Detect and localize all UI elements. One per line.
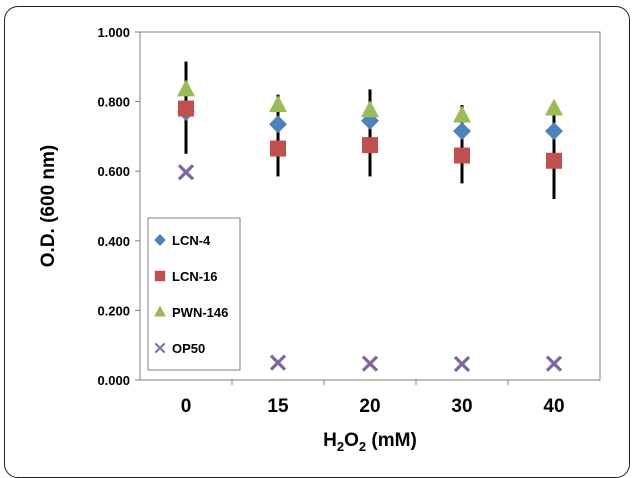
point-lcn-4	[453, 122, 471, 141]
point-pwn-146	[361, 100, 379, 118]
point-lcn-16	[270, 140, 286, 157]
point-pwn-146	[453, 105, 471, 123]
x-tick-label: 40	[543, 396, 564, 417]
point-pwn-146	[269, 95, 287, 113]
point-op50	[453, 355, 471, 373]
point-op50	[361, 355, 379, 372]
legend-entry-lcn-16: LCN-16	[154, 269, 218, 284]
legend-marker-lcn-4	[154, 234, 166, 246]
x-tick-label: 30	[451, 396, 472, 417]
point-lcn-16	[546, 152, 562, 169]
x-tick-label: 0	[181, 396, 192, 417]
point-lcn-16	[178, 100, 194, 117]
point-lcn-4	[269, 115, 287, 134]
legend-marker-op50	[154, 342, 166, 354]
x-tick-label: 15	[267, 396, 289, 417]
legend: LCN-4 LCN-16 PWN-146 OP50	[147, 217, 241, 371]
legend-entry-lcn-4: LCN-4	[154, 233, 211, 248]
point-op50	[545, 355, 563, 372]
legend-label: PWN-146	[172, 305, 228, 320]
legend-label: OP50	[172, 341, 205, 356]
y-axis: 0.000 0.200 0.400 0.600 0.800 1.000	[97, 25, 140, 388]
point-lcn-16	[362, 137, 378, 154]
point-op50	[177, 164, 195, 181]
point-pwn-146	[177, 79, 195, 97]
y-tick-label: 0.800	[97, 95, 130, 110]
x-axis: 0 15 20 30 40	[181, 380, 565, 417]
y-tick-label: 0.400	[97, 234, 130, 249]
point-lcn-4	[545, 122, 563, 141]
y-tick-label: 0.600	[97, 164, 130, 179]
data-points	[177, 79, 563, 373]
x-axis-label: H2O2 (mM)	[323, 430, 417, 454]
y-tick-label: 0.000	[97, 373, 130, 388]
y-tick-label: 1.000	[97, 25, 130, 40]
point-lcn-16	[454, 147, 470, 164]
point-pwn-146	[545, 98, 563, 116]
legend-label: LCN-16	[172, 269, 218, 284]
x-tick-label: 20	[359, 396, 380, 417]
legend-entry-pwn-146: PWN-146	[154, 305, 228, 320]
legend-entry-op50: OP50	[154, 341, 205, 356]
legend-marker-lcn-16	[154, 270, 166, 282]
scatter-chart: 0.000 0.200 0.400 0.600 0.800 1.000 0 15 20 30 40…	[38, 25, 601, 454]
point-op50	[269, 354, 287, 371]
legend-marker-pwn-146	[154, 305, 166, 317]
y-tick-label: 0.200	[97, 303, 130, 318]
legend-label: LCN-4	[172, 233, 211, 248]
y-axis-label: O.D. (600 nm)	[38, 145, 59, 267]
